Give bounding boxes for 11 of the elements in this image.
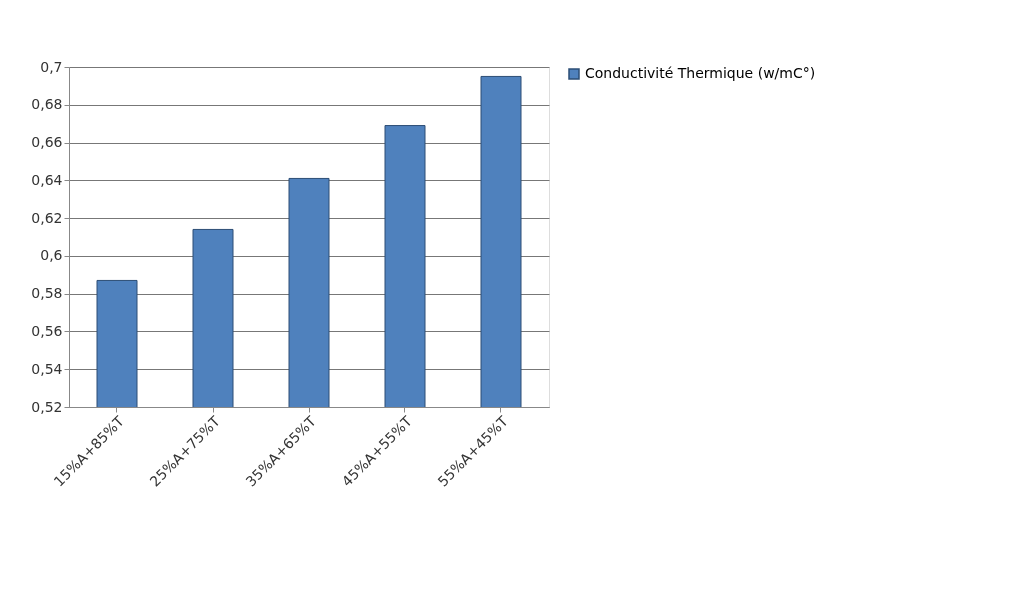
y-tick-label: 0,52	[31, 398, 63, 415]
y-tick-label: 0,64	[31, 171, 63, 188]
y-tick-label: 0,58	[31, 285, 63, 302]
y-tick-label: 0,68	[31, 96, 63, 113]
y-tick-label: 0,54	[31, 360, 63, 377]
y-tick-label: 0,66	[31, 134, 63, 151]
legend-label: Conductivité Thermique (w/mC°)	[585, 65, 816, 81]
y-tick-label: 0,6	[40, 247, 63, 264]
y-tick-label: 0,56	[31, 322, 63, 339]
y-tick-label: 0,62	[31, 209, 63, 226]
y-tick-label: 0,7	[40, 58, 63, 75]
